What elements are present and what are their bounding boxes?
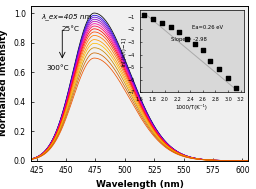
Y-axis label: Normalized Intensity: Normalized Intensity: [0, 30, 8, 136]
Text: 25°C: 25°C: [61, 26, 79, 32]
X-axis label: Wavelength (nm): Wavelength (nm): [95, 180, 184, 189]
Text: 300°C: 300°C: [46, 65, 69, 70]
Text: λ_ex=405 nm: λ_ex=405 nm: [41, 13, 92, 20]
